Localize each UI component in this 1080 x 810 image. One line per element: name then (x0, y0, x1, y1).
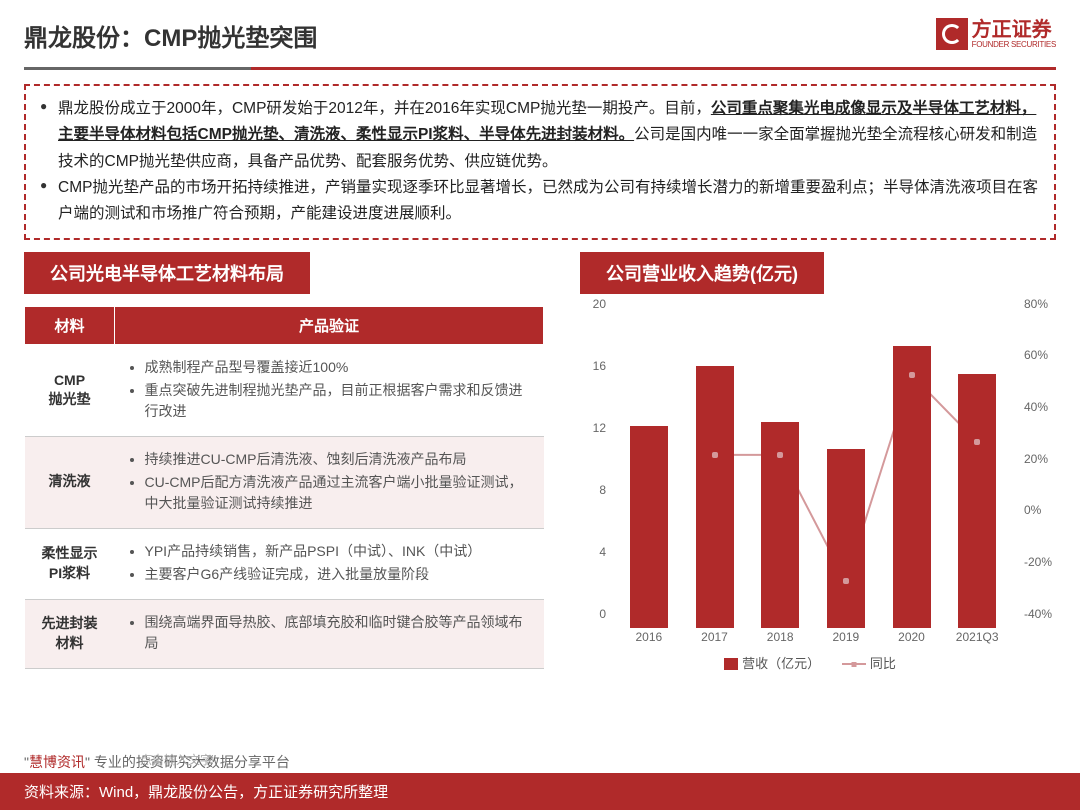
watermark: 点击输入文字 (140, 751, 212, 768)
footer-source: 资料来源：Wind，鼎龙股份公告，方正证券研究所整理 (0, 773, 1080, 810)
table-head-verify: 产品验证 (115, 306, 544, 344)
chart-bar (958, 374, 996, 628)
table-row: 先进封装材料围绕高端界面导热胶、底部填充胶和临时键合胶等产品领域布局 (25, 599, 544, 668)
material-table: 材料 产品验证 CMP抛光垫成熟制程产品型号覆盖接近100%重点突破先进制程抛光… (24, 306, 544, 669)
table-head-material: 材料 (25, 306, 115, 344)
table-row: 清洗液持续推进CU-CMP后清洗液、蚀刻后清洗液产品布局CU-CMP后配方清洗液… (25, 436, 544, 528)
left-section-title: 公司光电半导体工艺材料布局 (24, 252, 310, 294)
chart-bar (893, 346, 931, 628)
chart-bar (827, 449, 865, 627)
title-underline (24, 67, 1056, 70)
brand-logo: 方正证券 FOUNDER SECURITIES (936, 18, 1056, 50)
intro-bullet-1: 鼎龙股份成立于2000年，CMP研发始于2012年，并在2016年实现CMP抛光… (40, 96, 1040, 175)
chart-bar (630, 426, 668, 628)
intro-box: 鼎龙股份成立于2000年，CMP研发始于2012年，并在2016年实现CMP抛光… (24, 84, 1056, 240)
page-title: 鼎龙股份：CMP抛光垫突围 (24, 18, 317, 53)
intro-bullet-2: CMP抛光垫产品的市场开拓持续推进，产销量实现逐季环比显著增长，已然成为公司有持… (40, 175, 1040, 228)
logo-icon (936, 18, 968, 50)
revenue-chart: 048121620 -40%-20%0%20%40%60%80% 2016201… (580, 308, 1040, 668)
logo-subtext: FOUNDER SECURITIES (972, 40, 1056, 49)
table-row: CMP抛光垫成熟制程产品型号覆盖接近100%重点突破先进制程抛光垫产品，目前正根… (25, 344, 544, 436)
chart-bar (696, 366, 734, 628)
table-row: 柔性显示PI浆料YPI产品持续销售，新产品PSPI（中试）、INK（中试）主要客… (25, 528, 544, 599)
right-section-title: 公司营业收入趋势(亿元) (580, 252, 824, 294)
chart-legend: 营收（亿元） 同比 (580, 653, 1040, 672)
logo-text: 方正证券 (972, 20, 1056, 40)
